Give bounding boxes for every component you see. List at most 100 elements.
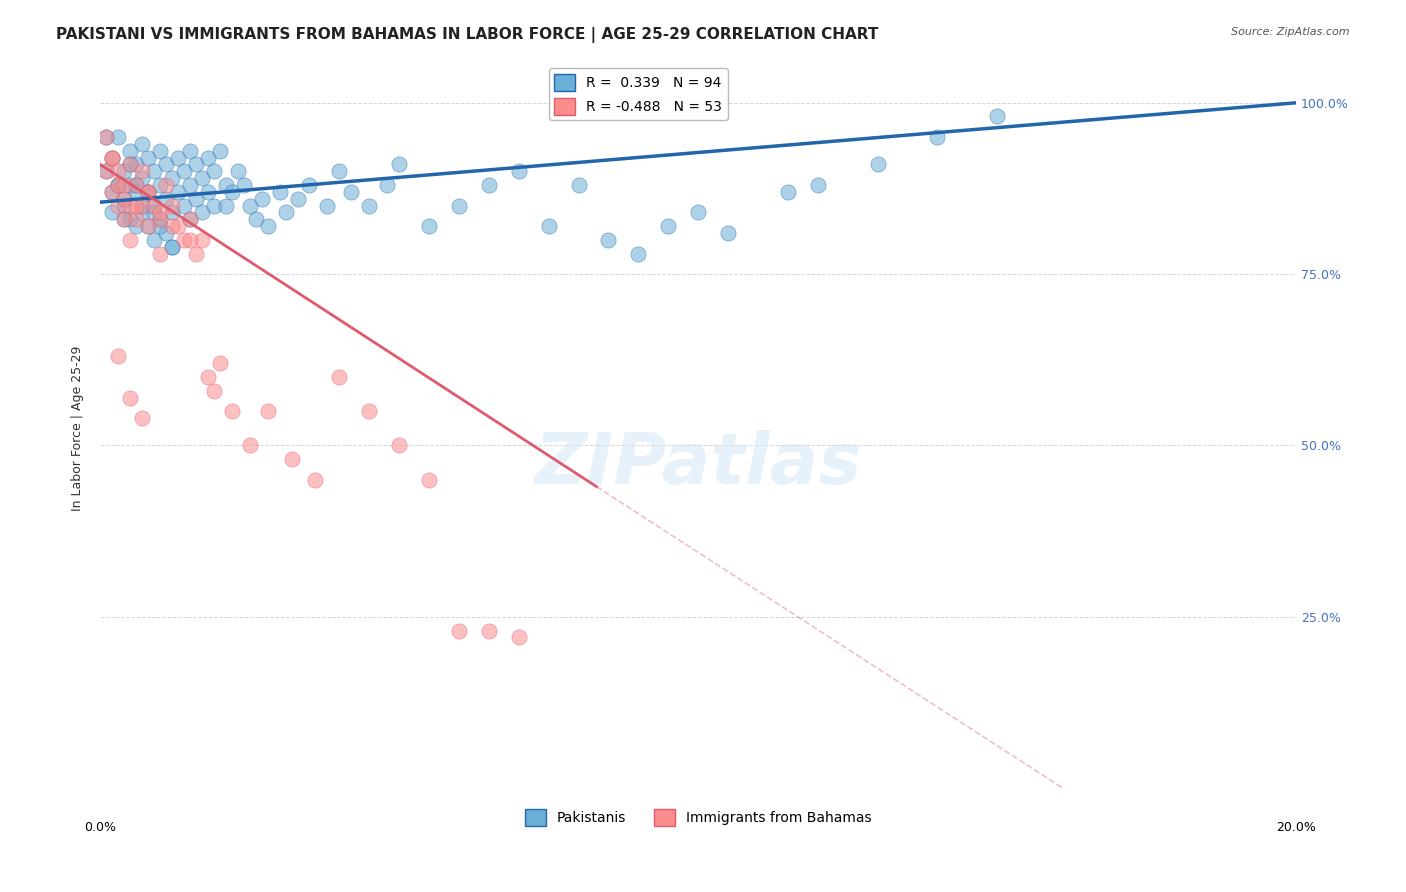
Point	[239, 198, 262, 212]
Point	[125, 185, 148, 199]
Point	[245, 212, 267, 227]
Point	[202, 384, 225, 398]
Point	[143, 198, 166, 212]
Point	[112, 178, 135, 192]
Point	[155, 178, 177, 192]
Point	[250, 192, 273, 206]
Point	[179, 144, 201, 158]
Point	[478, 624, 501, 638]
Point	[328, 164, 350, 178]
Point	[167, 185, 190, 199]
Point	[136, 185, 159, 199]
Point	[986, 110, 1008, 124]
Point	[221, 404, 243, 418]
Point	[125, 219, 148, 234]
Point	[688, 205, 710, 219]
Point	[776, 185, 799, 199]
Point	[125, 212, 148, 227]
Point	[316, 198, 339, 212]
Point	[143, 198, 166, 212]
Point	[107, 164, 129, 178]
Point	[107, 130, 129, 145]
Point	[136, 219, 159, 234]
Text: ZIPatlas: ZIPatlas	[534, 430, 862, 499]
Point	[197, 151, 219, 165]
Point	[101, 185, 124, 199]
Point	[143, 164, 166, 178]
Point	[239, 438, 262, 452]
Point	[160, 171, 183, 186]
Point	[160, 219, 183, 234]
Point	[120, 391, 142, 405]
Point	[125, 178, 148, 192]
Point	[359, 404, 381, 418]
Point	[125, 198, 148, 212]
Point	[149, 178, 172, 192]
Point	[280, 452, 302, 467]
Point	[191, 233, 214, 247]
Point	[149, 212, 172, 227]
Point	[226, 164, 249, 178]
Point	[136, 219, 159, 234]
Point	[179, 178, 201, 192]
Point	[131, 164, 153, 178]
Point	[131, 171, 153, 186]
Point	[136, 151, 159, 165]
Point	[447, 624, 470, 638]
Point	[120, 212, 142, 227]
Y-axis label: In Labor Force | Age 25-29: In Labor Force | Age 25-29	[72, 346, 84, 511]
Point	[155, 226, 177, 240]
Point	[120, 198, 142, 212]
Point	[136, 185, 159, 199]
Point	[167, 219, 190, 234]
Point	[125, 178, 148, 192]
Point	[256, 404, 278, 418]
Point	[107, 178, 129, 192]
Point	[184, 192, 207, 206]
Point	[287, 192, 309, 206]
Point	[160, 240, 183, 254]
Point	[508, 631, 530, 645]
Point	[215, 198, 238, 212]
Point	[120, 144, 142, 158]
Point	[143, 205, 166, 219]
Point	[160, 198, 183, 212]
Point	[191, 171, 214, 186]
Point	[197, 185, 219, 199]
Point	[232, 178, 254, 192]
Point	[202, 198, 225, 212]
Point	[120, 178, 142, 192]
Point	[149, 219, 172, 234]
Point	[418, 473, 440, 487]
Point	[269, 185, 291, 199]
Point	[208, 356, 231, 370]
Point	[388, 157, 411, 171]
Point	[304, 473, 326, 487]
Point	[155, 192, 177, 206]
Point	[375, 178, 398, 192]
Point	[96, 164, 118, 178]
Point	[447, 198, 470, 212]
Point	[208, 144, 231, 158]
Text: 20.0%: 20.0%	[1277, 822, 1316, 834]
Point	[160, 205, 183, 219]
Point	[418, 219, 440, 234]
Point	[112, 198, 135, 212]
Point	[197, 370, 219, 384]
Point	[173, 233, 195, 247]
Point	[149, 212, 172, 227]
Point	[866, 157, 889, 171]
Point	[717, 226, 740, 240]
Point	[120, 157, 142, 171]
Point	[184, 157, 207, 171]
Point	[112, 192, 135, 206]
Point	[567, 178, 589, 192]
Text: Source: ZipAtlas.com: Source: ZipAtlas.com	[1232, 27, 1350, 37]
Point	[131, 411, 153, 425]
Point	[328, 370, 350, 384]
Point	[179, 233, 201, 247]
Point	[298, 178, 321, 192]
Point	[149, 144, 172, 158]
Point	[136, 185, 159, 199]
Text: PAKISTANI VS IMMIGRANTS FROM BAHAMAS IN LABOR FORCE | AGE 25-29 CORRELATION CHAR: PAKISTANI VS IMMIGRANTS FROM BAHAMAS IN …	[56, 27, 879, 43]
